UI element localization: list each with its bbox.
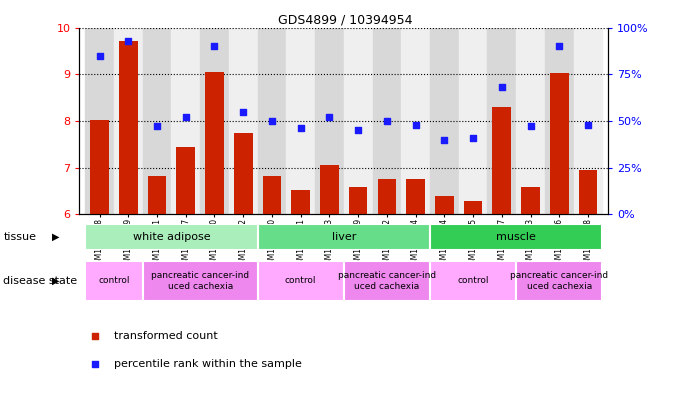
- Point: [90, 360, 101, 367]
- Point: [381, 118, 392, 124]
- Text: ▶: ▶: [52, 276, 59, 286]
- Bar: [315, 28, 343, 214]
- Point: [90, 333, 101, 339]
- Bar: [229, 28, 258, 214]
- Bar: [578, 170, 597, 214]
- Bar: [344, 261, 430, 301]
- Bar: [320, 165, 339, 214]
- Point: [525, 123, 536, 130]
- Bar: [430, 28, 459, 214]
- Text: control: control: [285, 277, 316, 285]
- Point: [123, 37, 134, 44]
- Bar: [205, 72, 224, 214]
- Text: disease state: disease state: [3, 276, 77, 286]
- Bar: [521, 187, 540, 214]
- Text: muscle: muscle: [496, 232, 536, 242]
- Point: [410, 121, 421, 128]
- Text: white adipose: white adipose: [133, 232, 210, 242]
- Bar: [119, 40, 138, 214]
- Point: [553, 43, 565, 49]
- Bar: [171, 28, 200, 214]
- Text: pancreatic cancer-ind
uced cachexia: pancreatic cancer-ind uced cachexia: [151, 271, 249, 291]
- Text: percentile rank within the sample: percentile rank within the sample: [114, 358, 302, 369]
- Bar: [292, 190, 310, 214]
- Point: [295, 125, 306, 131]
- Point: [94, 52, 105, 59]
- Bar: [142, 28, 171, 214]
- Bar: [234, 132, 252, 214]
- Text: liver: liver: [332, 232, 356, 242]
- Bar: [286, 28, 315, 214]
- Point: [324, 114, 335, 120]
- Bar: [343, 28, 372, 214]
- Bar: [516, 28, 545, 214]
- Bar: [176, 147, 195, 214]
- Bar: [406, 179, 425, 214]
- Bar: [377, 179, 396, 214]
- Bar: [142, 261, 258, 301]
- Bar: [148, 176, 167, 214]
- Text: control: control: [98, 277, 130, 285]
- Bar: [574, 28, 603, 214]
- Bar: [493, 107, 511, 214]
- Bar: [435, 195, 454, 214]
- Text: tissue: tissue: [3, 232, 37, 242]
- Bar: [258, 28, 286, 214]
- Bar: [430, 224, 603, 250]
- Point: [439, 136, 450, 143]
- Point: [151, 123, 162, 130]
- Bar: [91, 120, 109, 214]
- Bar: [459, 28, 487, 214]
- Text: pancreatic cancer-ind
uced cachexia: pancreatic cancer-ind uced cachexia: [338, 271, 436, 291]
- Bar: [85, 224, 258, 250]
- Text: ▶: ▶: [52, 232, 59, 242]
- Bar: [516, 261, 603, 301]
- Point: [496, 84, 507, 90]
- Bar: [258, 261, 344, 301]
- Bar: [263, 176, 281, 214]
- Bar: [550, 73, 569, 214]
- Point: [583, 121, 594, 128]
- Bar: [487, 28, 516, 214]
- Bar: [349, 187, 368, 214]
- Bar: [372, 28, 401, 214]
- Point: [180, 114, 191, 120]
- Point: [238, 108, 249, 115]
- Point: [468, 134, 479, 141]
- Bar: [430, 261, 516, 301]
- Bar: [200, 28, 229, 214]
- Point: [209, 43, 220, 49]
- Text: control: control: [457, 277, 489, 285]
- Point: [352, 127, 363, 133]
- Text: transformed count: transformed count: [114, 331, 218, 341]
- Bar: [85, 28, 114, 214]
- Text: GDS4899 / 10394954: GDS4899 / 10394954: [278, 14, 413, 27]
- Bar: [401, 28, 430, 214]
- Bar: [464, 201, 482, 214]
- Bar: [114, 28, 142, 214]
- Bar: [258, 224, 430, 250]
- Text: pancreatic cancer-ind
uced cachexia: pancreatic cancer-ind uced cachexia: [510, 271, 608, 291]
- Bar: [545, 28, 574, 214]
- Point: [267, 118, 278, 124]
- Bar: [85, 261, 142, 301]
